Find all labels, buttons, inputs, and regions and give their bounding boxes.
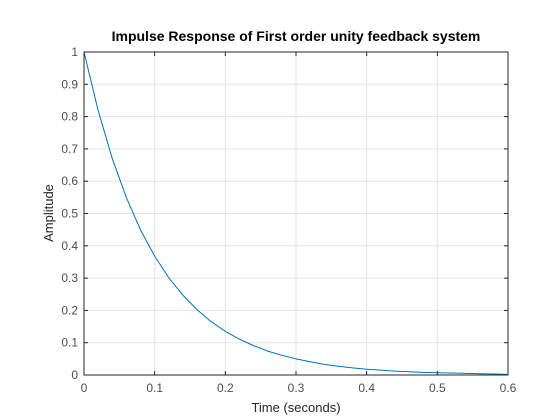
tick-marks <box>83 51 509 376</box>
chart-title: Impulse Response of First order unity fe… <box>112 28 481 44</box>
x-tick-label: 0 <box>81 381 88 395</box>
y-tick-label: 0.4 <box>61 239 78 253</box>
x-tick-label: 0.3 <box>288 381 305 395</box>
y-tick-label: 0.5 <box>61 207 78 221</box>
tick-labels: 0 0.1 0.2 0.3 0.4 0.5 0.6 0 0.1 0.2 0.3 0.4 0.5 0.6 0.… <box>61 45 516 395</box>
y-tick-label: 0.2 <box>61 303 78 317</box>
y-tick-label: 0.9 <box>61 77 78 91</box>
x-tick-label: 0.2 <box>217 381 234 395</box>
x-tick-label: 0.1 <box>146 381 163 395</box>
y-tick-label: 0.6 <box>61 174 78 188</box>
y-tick-label: 0.3 <box>61 271 78 285</box>
y-tick-label: 1 <box>71 45 78 59</box>
x-axis-label: Time (seconds) <box>251 400 340 415</box>
x-tick-label: 0.6 <box>500 381 517 395</box>
y-tick-label: 0 <box>71 368 78 382</box>
x-tick-label: 0.5 <box>429 381 446 395</box>
y-axis-label: Amplitude <box>41 184 56 242</box>
y-tick-label: 0.1 <box>61 336 78 350</box>
y-tick-label: 0.7 <box>61 142 78 156</box>
x-tick-label: 0.4 <box>358 381 375 395</box>
y-tick-label: 0.8 <box>61 110 78 124</box>
